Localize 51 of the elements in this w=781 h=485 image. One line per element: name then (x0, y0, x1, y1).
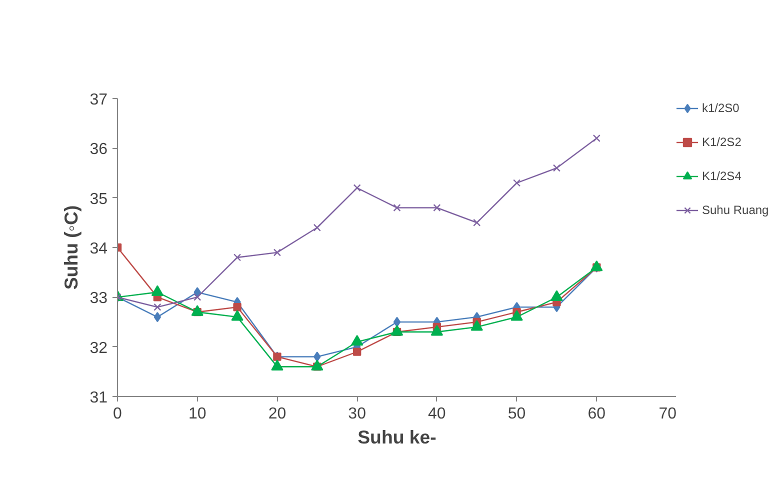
x-tick-label: 30 (348, 406, 366, 422)
point (313, 224, 321, 232)
point (154, 303, 162, 311)
point (314, 352, 321, 362)
point (550, 290, 563, 301)
y-axis-title: Suhu (◦C) (60, 205, 82, 290)
point (273, 248, 281, 256)
x-tick-label: 10 (188, 406, 206, 422)
point (473, 218, 481, 226)
point (510, 310, 523, 321)
point (470, 320, 483, 331)
x-tick-label: 0 (113, 406, 122, 422)
y-tick-label: 33 (90, 290, 108, 308)
x-tick-label: 60 (588, 406, 606, 422)
point (271, 360, 284, 370)
legend-label: k1/2S0 (702, 101, 740, 115)
y-tick-label: 35 (90, 190, 108, 208)
x-tick-label: 20 (268, 406, 286, 422)
point (350, 334, 364, 346)
y-tick-label: 31 (90, 390, 108, 406)
point (194, 287, 201, 298)
point (513, 179, 521, 187)
point (592, 134, 600, 142)
point (311, 360, 324, 370)
y-tick-label: 32 (90, 340, 108, 357)
x-tick-label: 50 (508, 406, 526, 422)
y-tick-label: 34 (90, 240, 108, 258)
point (393, 204, 401, 212)
legend-label: Suhu Ruang (702, 203, 769, 217)
point (353, 184, 361, 192)
y-tick-label: 37 (90, 92, 108, 108)
x-axis-title: Suhu ke- (358, 426, 436, 448)
point (234, 254, 242, 262)
point (393, 316, 401, 328)
point (430, 324, 444, 336)
point (552, 164, 560, 172)
point (352, 348, 362, 356)
point (191, 305, 204, 316)
point (390, 324, 404, 336)
point (151, 285, 164, 296)
legend-label: K1/2S2 (702, 135, 742, 149)
y-tick-label: 36 (90, 141, 108, 158)
legend-label: K1/2S4 (702, 169, 742, 183)
point (233, 303, 242, 312)
x-tick-label: 40 (428, 406, 446, 422)
x-tick-label: 70 (658, 406, 677, 422)
point (231, 310, 244, 321)
point (154, 312, 162, 322)
point (194, 293, 202, 301)
point (433, 204, 441, 212)
point (590, 260, 603, 272)
